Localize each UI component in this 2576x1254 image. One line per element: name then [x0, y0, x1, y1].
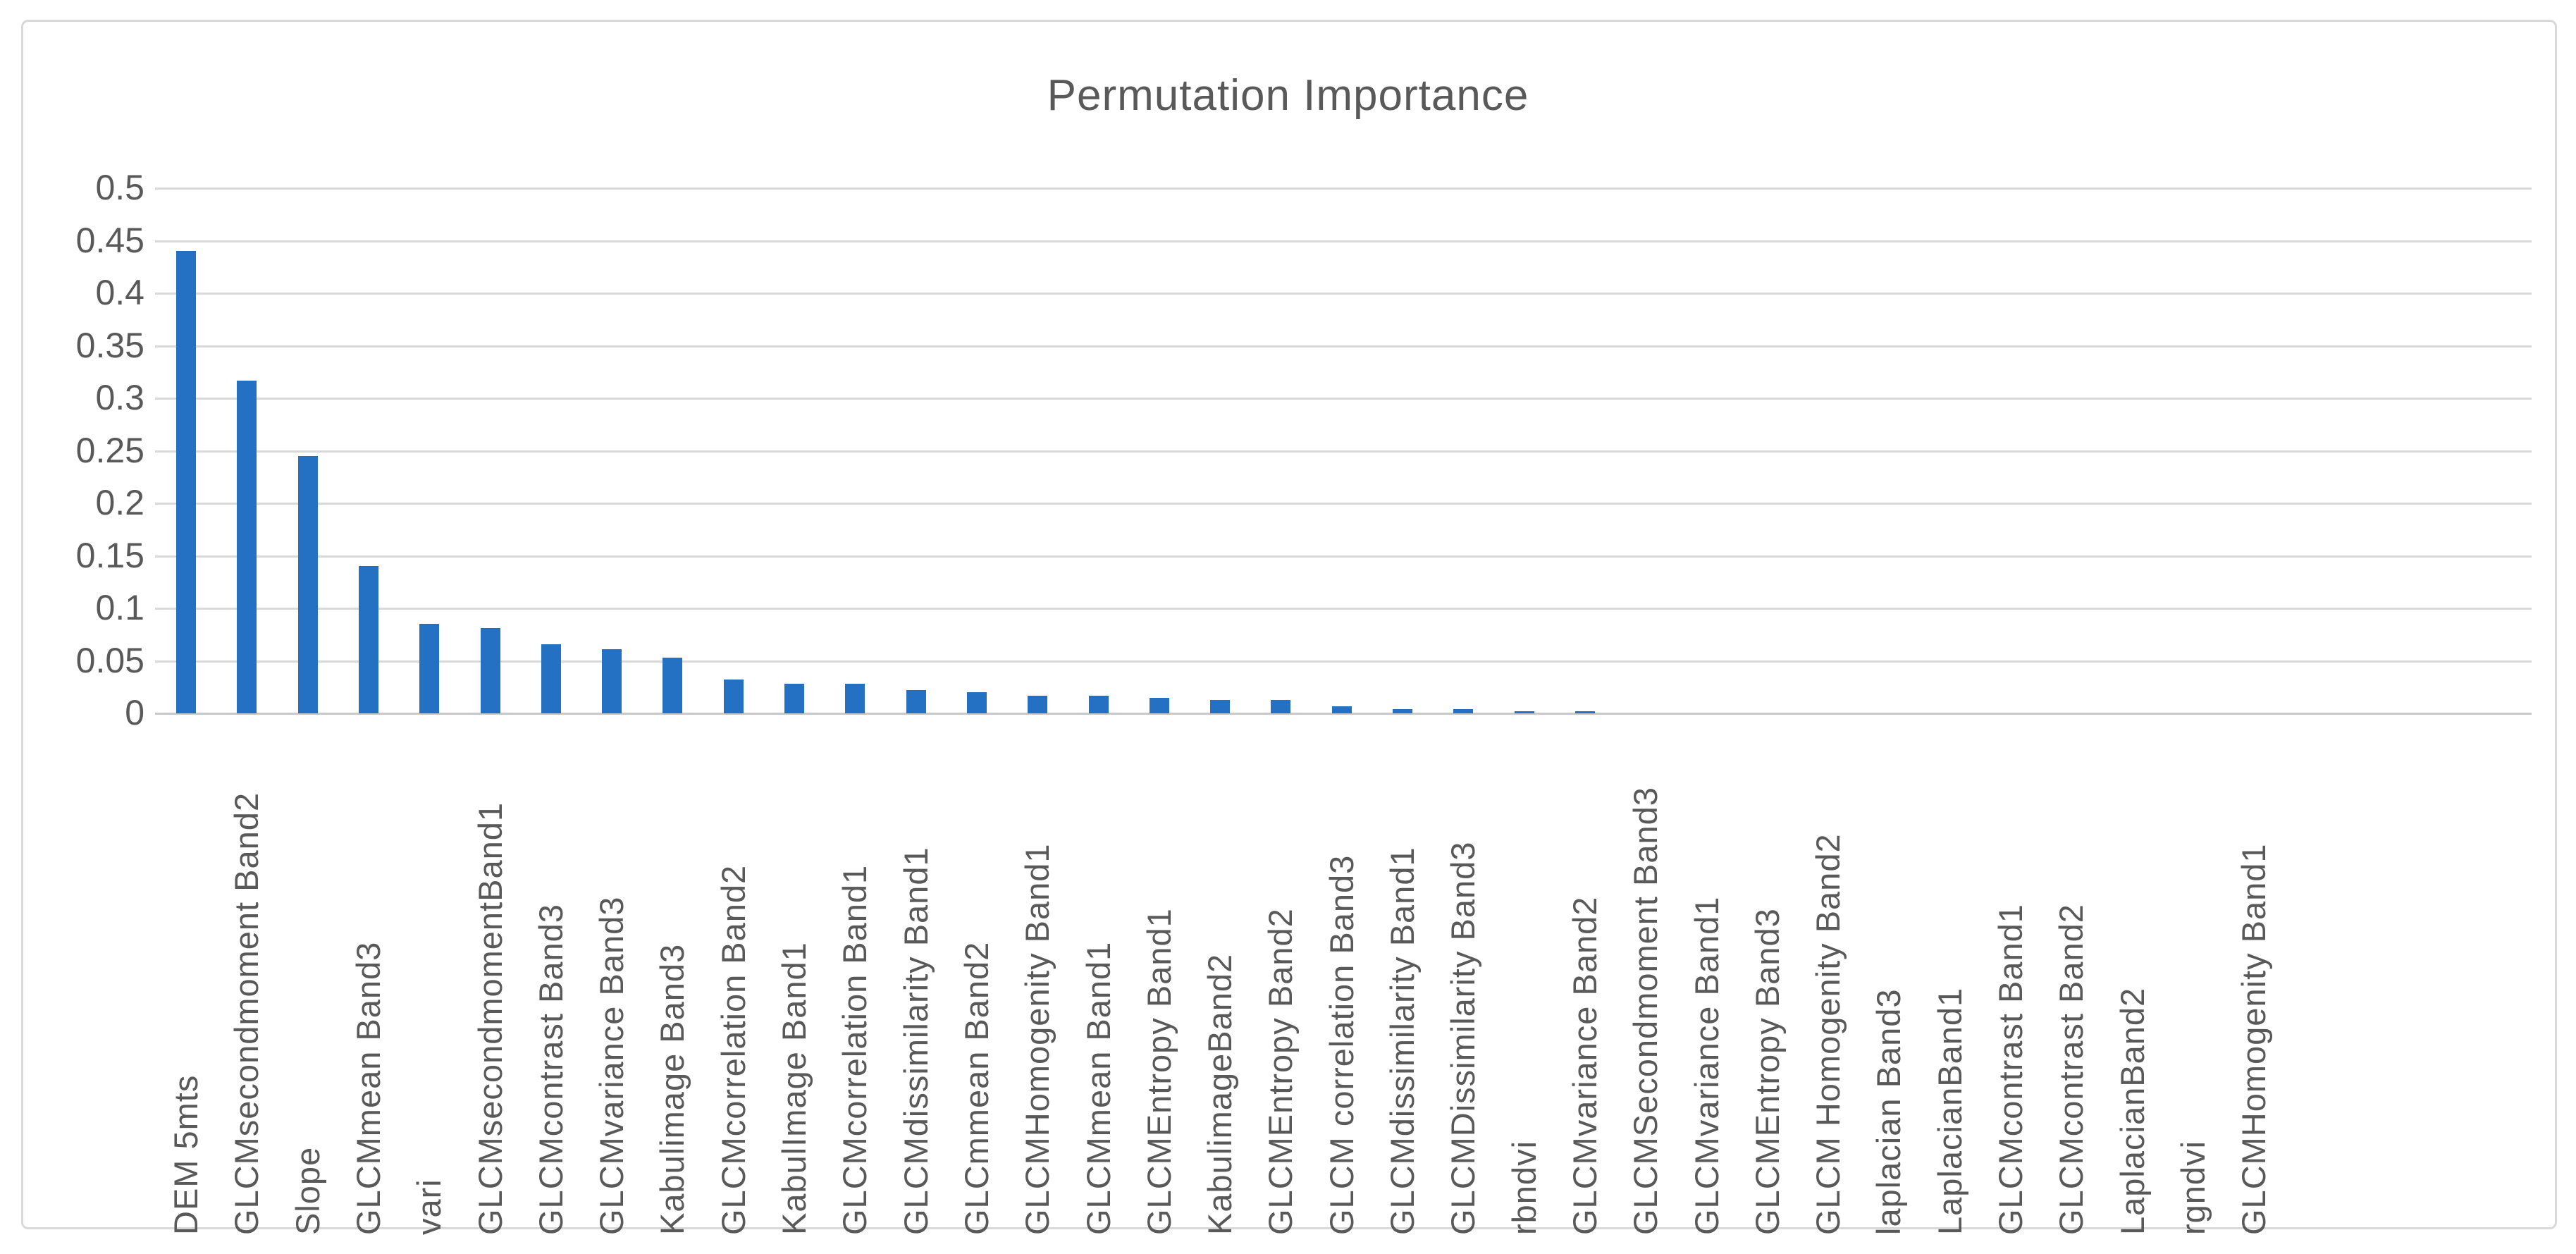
- bar: [541, 644, 561, 713]
- x-tick-label: GLCMsecondmoment Band2: [228, 792, 265, 1235]
- x-tick-label: GLCMEntropy Band3: [1749, 908, 1786, 1235]
- x-tick-label: GLCMcontrast Band3: [532, 904, 569, 1235]
- chart-title: Permutation Importance: [1047, 71, 1529, 120]
- bar: [419, 624, 439, 713]
- bar: [906, 690, 926, 713]
- x-tick-label: GLCMvariance Band3: [593, 896, 630, 1235]
- gridline: [155, 293, 2532, 295]
- gridline: [155, 608, 2532, 610]
- bar: [1453, 709, 1473, 713]
- gridline: [155, 503, 2532, 505]
- y-tick-label: 0.3: [95, 378, 144, 417]
- x-tick-label: GLCMEntropy Band2: [1262, 908, 1299, 1235]
- bar: [1210, 700, 1230, 713]
- x-tick-label: GLCMSecondmoment Band3: [1627, 787, 1664, 1235]
- x-tick-label: KabulImage Band1: [775, 942, 813, 1235]
- bar: [1150, 698, 1169, 713]
- x-tick-label: GLCMHomogenity Band1: [1018, 843, 1056, 1235]
- x-tick-label: GLCMcontrast Band2: [2052, 904, 2090, 1235]
- bar: [845, 684, 865, 713]
- x-tick-label: GLCMcorrelation Band1: [836, 864, 873, 1235]
- x-tick-label: GLCMDissimilarity Band3: [1444, 841, 1481, 1235]
- bar: [1089, 696, 1109, 713]
- x-tick-label: DEM 5mts: [167, 1074, 204, 1235]
- x-tick-label: GLCMEntropy Band1: [1140, 908, 1178, 1235]
- x-tick-label: LaplacianBand2: [2114, 987, 2151, 1235]
- x-tick-label: GLCMHomogenity Band1: [2235, 843, 2272, 1235]
- y-tick-label: 0.45: [75, 220, 144, 260]
- x-tick-label: GLCMdissimilarity Band1: [897, 847, 935, 1235]
- y-tick-label: 0.5: [95, 168, 144, 207]
- bar: [663, 658, 682, 713]
- x-tick-label: GLCMcorrelation Band2: [715, 864, 752, 1235]
- gridline: [155, 345, 2532, 348]
- bar: [1028, 696, 1047, 713]
- x-tick-label: GLCMvariance Band1: [1688, 896, 1725, 1235]
- bar: [1515, 711, 1534, 713]
- x-tick-label: GLCMmean Band3: [350, 941, 387, 1235]
- x-tick-label: KabulimageBand2: [1201, 953, 1238, 1235]
- bar: [1271, 700, 1290, 713]
- y-tick-label: 0: [125, 693, 144, 732]
- x-tick-label: GLCM correlation Band3: [1323, 854, 1360, 1235]
- x-tick-label: rgndvi: [2174, 1140, 2212, 1235]
- x-tick-label: Slope: [289, 1146, 326, 1235]
- bar: [237, 381, 257, 713]
- y-tick-label: 0.1: [95, 588, 144, 627]
- bar: [724, 680, 744, 713]
- y-tick-label: 0.35: [75, 325, 144, 365]
- y-tick-label: 0.15: [75, 535, 144, 575]
- bar: [359, 566, 378, 713]
- bar: [784, 684, 804, 713]
- gridline: [155, 398, 2532, 400]
- bar: [298, 456, 318, 713]
- bar: [967, 692, 987, 713]
- y-tick-label: 0.05: [75, 640, 144, 680]
- chart-frame: [21, 20, 2557, 1229]
- gridline: [155, 450, 2532, 453]
- y-tick-label: 0.25: [75, 430, 144, 470]
- x-tick-label: GLCMvariance Band2: [1566, 896, 1603, 1235]
- x-tick-label: GLCMcontrast Band1: [1992, 904, 2029, 1235]
- gridline: [155, 188, 2532, 190]
- bar: [602, 649, 622, 713]
- bar: [176, 251, 196, 713]
- x-tick-label: GLCMmean Band1: [1080, 941, 1117, 1235]
- bar: [1575, 711, 1595, 713]
- x-tick-label: GLCMsecondmomentBand1: [472, 801, 509, 1235]
- x-tick-label: Kabulimage Band3: [653, 943, 691, 1235]
- gridline: [155, 240, 2532, 242]
- y-tick-label: 0.2: [95, 483, 144, 522]
- y-tick-label: 0.4: [95, 273, 144, 312]
- x-tick-label: laplacian Band3: [1870, 988, 1907, 1236]
- x-tick-label: LaplacianBand1: [1931, 987, 1968, 1235]
- x-axis-line: [155, 713, 2532, 715]
- x-tick-label: vari: [410, 1179, 448, 1235]
- x-tick-label: rbndvi: [1505, 1140, 1543, 1235]
- x-tick-label: GLCM Homogenity Band2: [1809, 833, 1847, 1235]
- bar: [481, 628, 500, 713]
- bar: [1332, 706, 1352, 713]
- x-tick-label: GLCMdissimilarity Band1: [1383, 847, 1421, 1235]
- gridline: [155, 555, 2532, 558]
- gridline: [155, 660, 2532, 663]
- bar: [1393, 709, 1412, 713]
- x-tick-label: GLCmmean Band2: [958, 941, 995, 1235]
